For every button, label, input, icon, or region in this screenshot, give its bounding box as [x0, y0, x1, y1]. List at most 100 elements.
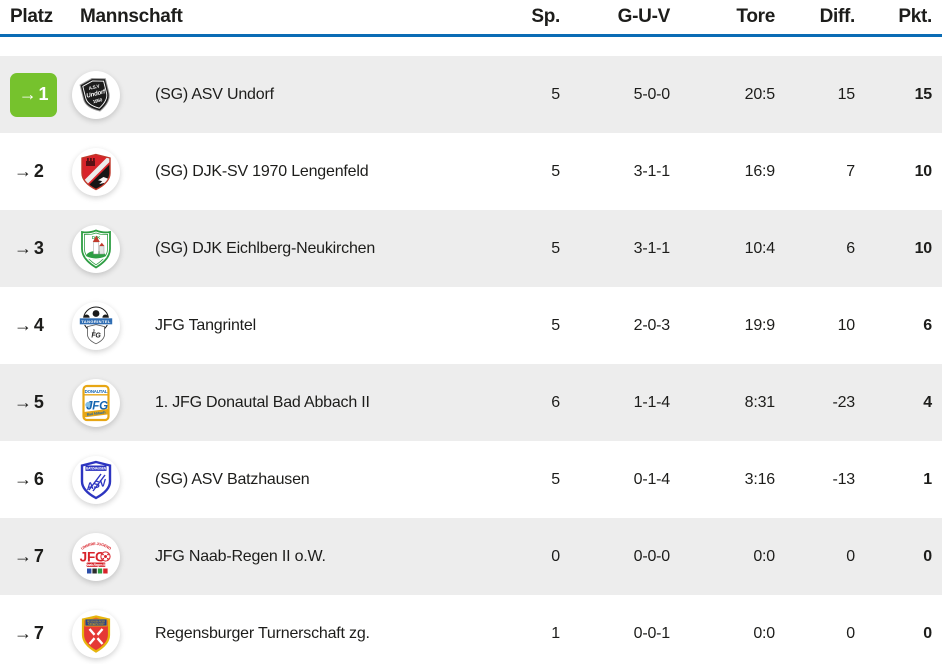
- svg-text:JFG: JFG: [80, 549, 106, 564]
- rank-cell: → 3: [10, 238, 72, 259]
- table-row[interactable]: → 4 TANGRINTEL FG J JFG Tangrintel 5 2-0-…: [0, 287, 942, 364]
- col-header-sp: Sp.: [531, 6, 560, 27]
- diff-value: -23: [832, 393, 855, 411]
- rank-badge: → 6: [10, 469, 72, 490]
- diff-value: 6: [846, 239, 855, 257]
- diff-value: 7: [846, 162, 855, 180]
- rank-number: 4: [33, 315, 44, 335]
- col-header-platz: Platz: [10, 6, 53, 27]
- djk-eichlberg-neukirchen-logo: DJK: [72, 224, 120, 273]
- logo-cell: UNSERE JUGEND JFG Naab-Regen 08: [72, 532, 138, 581]
- rank-badge: → 3: [10, 238, 72, 259]
- jfg-tangrintel-logo: TANGRINTEL FG J: [72, 301, 120, 350]
- guv-value: 5-0-0: [633, 85, 671, 103]
- svg-text:Undorf: Undorf: [86, 88, 107, 100]
- pkt-value: 10: [914, 162, 933, 180]
- diff-value: 15: [837, 85, 856, 103]
- logo-cell: DJK: [72, 224, 138, 273]
- pkt-value: 0: [923, 547, 932, 565]
- table-row[interactable]: → 2: [0, 133, 942, 210]
- jfg-naab-regen-logo: UNSERE JUGEND JFG Naab-Regen 08: [72, 532, 120, 581]
- rank-number: 7: [33, 623, 44, 643]
- table-row[interactable]: →3 DJK (SG) DJK Eichlberg-Neukirchen 5 3…: [0, 210, 942, 287]
- pkt-value: 6: [923, 316, 932, 334]
- sp-value: 6: [551, 393, 560, 411]
- table-row[interactable]: → 1 A.S.V Undorf 1950 (SG) ASV Undorf 5 5…: [0, 56, 942, 133]
- rank-badge: → 7: [10, 546, 72, 567]
- team-name: 1. JFG Donautal Bad Abbach II: [155, 393, 370, 411]
- tore-value: 16:9: [744, 162, 776, 180]
- svg-text:TANGRINTEL: TANGRINTEL: [81, 318, 111, 323]
- trend-right-arrow-icon: →: [14, 546, 32, 566]
- table-row[interactable]: → 7 UNSERE JUGEND JFG Naab-Regen 08: [0, 518, 942, 595]
- team-name: Regensburger Turnerschaft zg.: [155, 624, 370, 642]
- asv-undorf-logo: A.S.V Undorf 1950: [72, 70, 120, 119]
- rank-badge: → 4: [10, 315, 72, 336]
- trend-right-arrow-icon: →: [14, 469, 32, 489]
- svg-text:TURNERSCHAFT: TURNERSCHAFT: [87, 623, 105, 626]
- svg-text:J: J: [92, 329, 95, 335]
- tore-value: 3:16: [744, 470, 776, 488]
- guv-value: 1-1-4: [633, 393, 671, 411]
- sp-value: 5: [551, 85, 560, 103]
- djk-sv-lengenfeld-logo: [72, 147, 120, 196]
- rank-cell: → 7: [10, 546, 72, 567]
- team-name: (SG) ASV Batzhausen: [155, 470, 310, 488]
- table-row[interactable]: → 5 DONAUTAL JFG Bad Abbach 1. JFG Donaut…: [0, 364, 942, 441]
- team-name: (SG) DJK Eichlberg-Neukirchen: [155, 239, 376, 257]
- rank-number: 6: [33, 469, 44, 489]
- rank-cell: → 6: [10, 469, 72, 490]
- svg-text:ASV: ASV: [84, 477, 108, 492]
- logo-cell: A.S.V Undorf 1950: [72, 70, 138, 119]
- col-header-guv: G-U-V: [617, 6, 671, 27]
- guv-value: 0-0-1: [633, 624, 671, 642]
- table-row[interactable]: → 6 BATZHAUSEN ASV (SG) ASV Batzhausen 5 …: [0, 441, 942, 518]
- rank-cell: → 2: [10, 161, 72, 182]
- regensburger-turnerschaft-logo: REGENSBURGER TURNERSCHAFT: [72, 609, 120, 658]
- rank-number: 7: [33, 546, 44, 566]
- tore-value: 0:0: [753, 547, 775, 565]
- sp-value: 5: [551, 470, 560, 488]
- svg-text:DONAUTAL: DONAUTAL: [85, 388, 108, 393]
- svg-text:BATZHAUSEN: BATZHAUSEN: [86, 466, 107, 470]
- rank-cell: → 5: [10, 392, 72, 413]
- rank-cell: → 7: [10, 623, 72, 644]
- diff-value: -13: [832, 470, 855, 488]
- tore-value: 8:31: [744, 393, 776, 411]
- trend-right-arrow-icon: →: [14, 392, 32, 412]
- col-header-diff: Diff.: [819, 6, 856, 27]
- rank-number: 3: [33, 238, 44, 258]
- sp-value: 5: [551, 162, 560, 180]
- trend-right-arrow-icon: →: [14, 623, 32, 643]
- guv-value: 2-0-3: [633, 316, 671, 334]
- guv-value: 0-0-0: [633, 547, 671, 565]
- diff-value: 10: [837, 316, 856, 334]
- rank-cell: → 4: [10, 315, 72, 336]
- svg-text:REGENSBURGER: REGENSBURGER: [87, 620, 105, 623]
- team-name: JFG Naab-Regen II o.W.: [155, 547, 326, 565]
- guv-value: 3-1-1: [633, 239, 671, 257]
- col-header-pkt: Pkt.: [898, 6, 932, 27]
- rank-badge: → 5: [10, 392, 72, 413]
- logo-cell: BATZHAUSEN ASV: [72, 455, 138, 504]
- svg-text:Bad Abbach: Bad Abbach: [86, 410, 105, 416]
- diff-value: 0: [846, 547, 855, 565]
- svg-text:A.S.V: A.S.V: [88, 83, 101, 91]
- svg-text:1950: 1950: [92, 97, 103, 104]
- svg-text:Naab-Regen 08: Naab-Regen 08: [86, 562, 107, 566]
- logo-cell: REGENSBURGER TURNERSCHAFT: [72, 609, 138, 658]
- tore-value: 0:0: [753, 624, 775, 642]
- table-row[interactable]: → 7 REGENSBURGER TURNERSCHAFT Regensburge…: [0, 595, 942, 664]
- team-name: (SG) DJK-SV 1970 Lengenfeld: [155, 162, 369, 180]
- col-header-mannschaft: Mannschaft: [80, 6, 183, 27]
- rank-badge: → 2: [10, 161, 72, 182]
- table-header: Platz Mannschaft Sp. G-U-V Tore Diff. Pk…: [0, 0, 942, 37]
- diff-value: 0: [846, 624, 855, 642]
- logo-cell: DONAUTAL JFG Bad Abbach: [72, 378, 138, 427]
- logo-cell: TANGRINTEL FG J: [72, 301, 138, 350]
- team-name: (SG) ASV Undorf: [155, 85, 274, 103]
- sp-value: 5: [551, 316, 560, 334]
- tore-value: 20:5: [744, 85, 776, 103]
- rank-badge: → 7: [10, 623, 72, 644]
